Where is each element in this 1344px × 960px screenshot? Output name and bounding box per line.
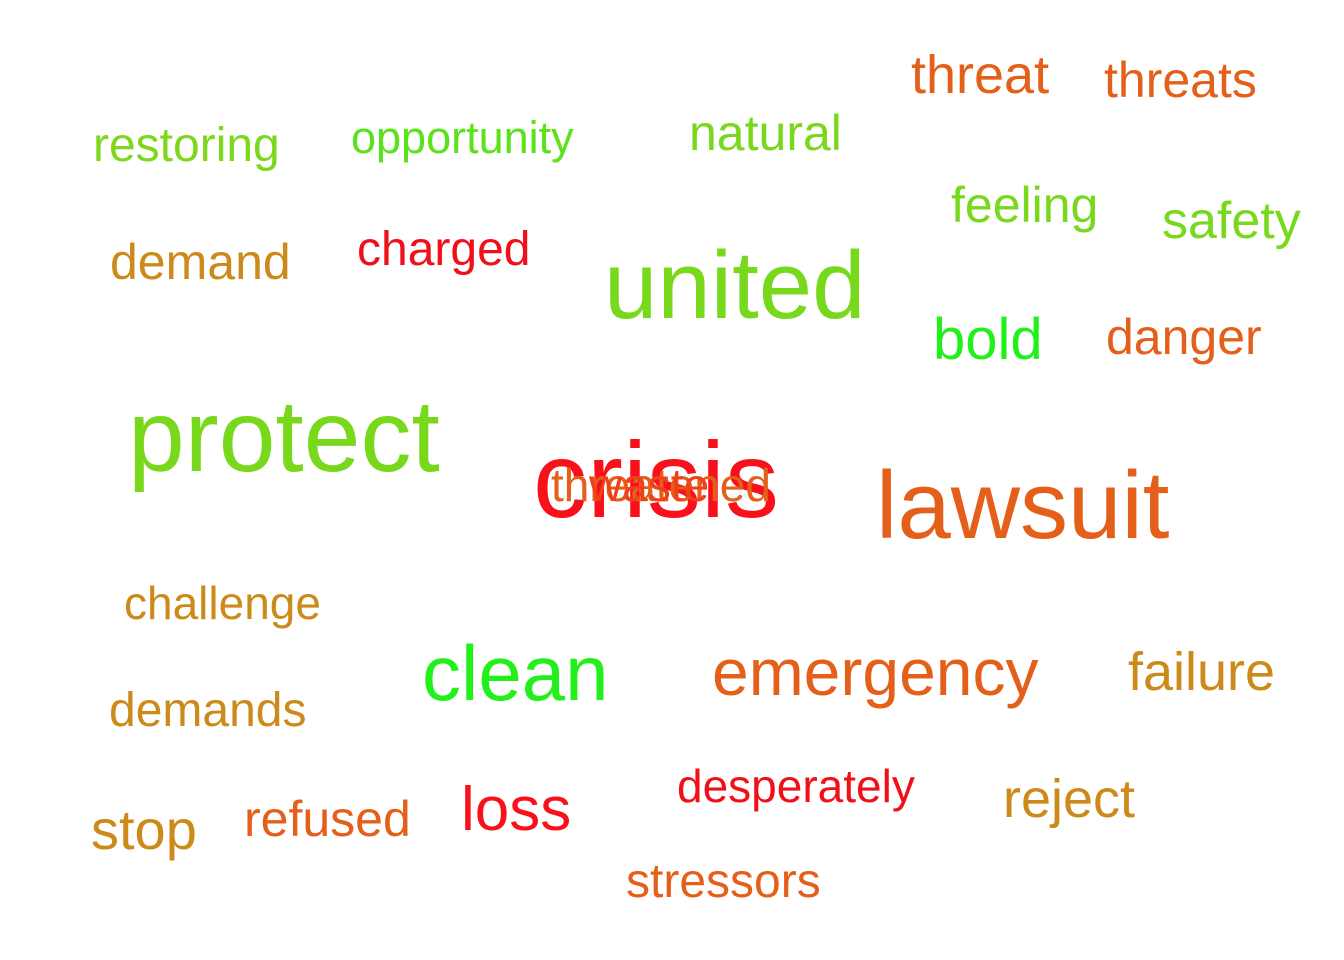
word-opportunity: opportunity (351, 112, 574, 163)
word-bold: bold (933, 307, 1043, 372)
word-refused: refused (244, 791, 411, 847)
word-demand: demand (110, 234, 291, 290)
word-demands: demands (109, 684, 307, 737)
word-desperately: desperately (677, 760, 915, 812)
word-stop: stop (91, 798, 197, 861)
word-natural: natural (689, 105, 842, 161)
word-safety: safety (1162, 192, 1301, 250)
word-threat: threat (911, 45, 1050, 105)
word-protect: protect (128, 379, 440, 493)
word-emergency: emergency (712, 635, 1039, 709)
word-lawsuit: lawsuit (876, 452, 1170, 559)
word-reject: reject (1003, 769, 1136, 829)
word-challenge: challenge (124, 577, 321, 629)
word-feeling: feeling (951, 177, 1099, 233)
word-crisis: crisis (533, 419, 779, 540)
word-restoring: restoring (93, 119, 280, 172)
word-stressors: stressors (626, 855, 821, 908)
word-charged: charged (357, 223, 531, 276)
word-threatened: threatened (551, 459, 771, 511)
word-waste: waste (589, 459, 710, 511)
word-loss: loss (461, 775, 572, 844)
word-danger: danger (1106, 309, 1262, 365)
word-threats: threats (1104, 52, 1257, 108)
word-united: united (604, 232, 866, 339)
word-clean: clean (422, 629, 609, 717)
word-failure: failure (1128, 642, 1276, 702)
